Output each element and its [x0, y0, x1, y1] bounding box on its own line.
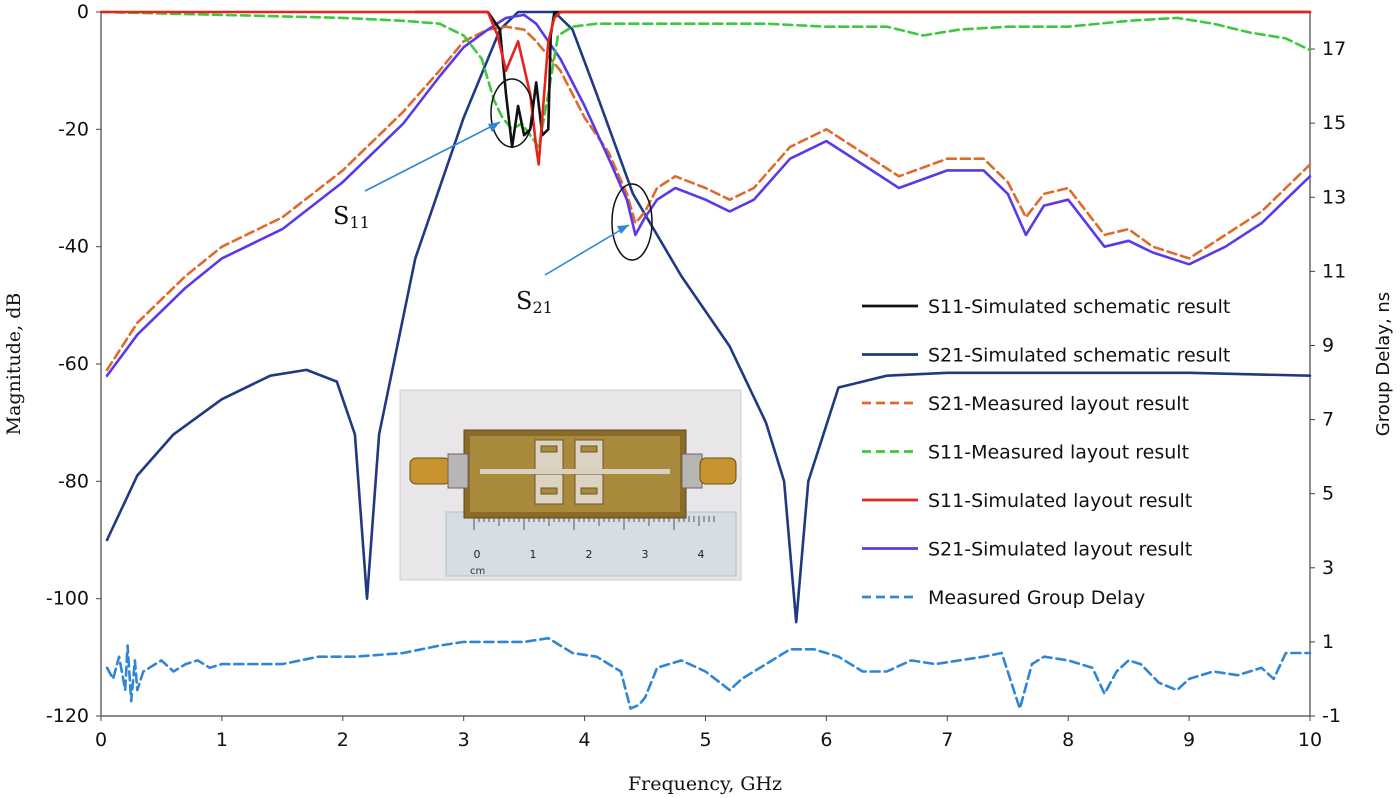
ruler-number: 3	[642, 548, 649, 561]
y2-tick-label: 1	[1322, 631, 1334, 653]
y-tick-label: -60	[58, 353, 89, 375]
x-tick-label: 9	[1183, 729, 1195, 751]
y2-axis-title: Group Delay, ns	[1373, 292, 1394, 436]
ruler-number: 1	[530, 548, 537, 561]
series-line-s11-measured-layout-result	[99, 10, 1312, 149]
y-tick-label: -20	[58, 118, 89, 140]
ruler-number: 2	[586, 548, 593, 561]
y2-tick-label: 9	[1322, 334, 1334, 356]
series-line-s21-measured-layout-result	[105, 25, 1312, 372]
filter-photo-inset: 0 1 2 3 4 cm	[399, 389, 742, 581]
y-tick-label: -80	[58, 470, 89, 492]
y2-tick-label: 13	[1322, 186, 1346, 208]
s21-pointer-arrow	[544, 224, 630, 276]
x-tick-label: 8	[1062, 729, 1074, 751]
x-tick-label: 6	[820, 729, 832, 751]
x-tick-label: 1	[216, 729, 228, 751]
x-tick-label: 3	[458, 729, 470, 751]
resonator-pattern	[534, 439, 604, 505]
series-line-s21-simulated-layout-result	[105, 13, 1312, 377]
ruler-number: 0	[474, 548, 481, 561]
s11-annotation-sub: 11	[349, 213, 369, 232]
s11-annotation: S11	[333, 202, 370, 232]
y-tick-labels: 0 -20 -40 -60 -80 -100 -120	[46, 1, 101, 727]
x-tick-label: 7	[941, 729, 953, 751]
y2-tick-label: 17	[1322, 38, 1346, 60]
s11-arrow-head	[488, 122, 500, 132]
y2-tick-label: 5	[1322, 483, 1334, 505]
s11-annotation-main: S	[333, 202, 349, 230]
series-line-measured-group-delay	[105, 636, 1312, 710]
s21-marker-ellipse	[611, 183, 653, 261]
ruler	[445, 511, 737, 577]
y2-tick-label: -1	[1322, 705, 1341, 727]
s11-marker-ellipse	[490, 78, 534, 148]
legend-label: S11-Simulated schematic result	[928, 296, 1230, 318]
x-axis-title: Frequency, GHz	[628, 773, 782, 795]
y2-tick-label: 7	[1322, 409, 1334, 431]
ruler-number: 4	[698, 548, 705, 561]
y2-tick-label: 15	[1322, 112, 1346, 134]
y-axis-title: Magnitude, dB	[3, 293, 25, 436]
y2-tick-label: 3	[1322, 557, 1334, 579]
sma-connector-left	[409, 453, 469, 489]
ruler-unit: cm	[470, 566, 485, 577]
sma-connector-right	[681, 453, 737, 489]
ruler-numbers: 0 1 2 3 4	[474, 548, 705, 561]
s21-annotation-sub: 21	[532, 298, 552, 317]
x-tick-label: 10	[1298, 729, 1322, 751]
series-layer	[99, 10, 1312, 710]
y-tick-label: -120	[46, 705, 89, 727]
x-tick-label: 2	[337, 729, 349, 751]
s21-annotation: S21	[516, 287, 553, 317]
y-tick-label: -40	[58, 236, 89, 258]
legend-label: S11-Simulated layout result	[928, 490, 1192, 512]
legend-label: S21-Simulated schematic result	[928, 345, 1230, 367]
s11-pointer-arrow	[364, 121, 501, 192]
y-tick-label: -100	[46, 588, 89, 610]
legend-label: S21-Measured layout result	[928, 393, 1189, 415]
x-tick-label: 4	[579, 729, 591, 751]
legend-label: S11-Measured layout result	[928, 442, 1189, 464]
s21-annotation-main: S	[516, 287, 532, 315]
legend: S11-Simulated schematic result S21-Simula…	[862, 296, 1230, 609]
legend-label: Measured Group Delay	[928, 587, 1145, 609]
series-line-s11-simulated-layout-result	[99, 10, 1312, 166]
y2-tick-labels: 17 15 13 11 9 7 5 3 1 -1	[1310, 38, 1346, 727]
legend-label: S21-Simulated layout result	[928, 539, 1192, 561]
y2-tick-label: 11	[1322, 260, 1346, 282]
x-tick-label: 5	[699, 729, 711, 751]
x-tick-label: 0	[95, 729, 107, 751]
x-tick-labels: 0 1 2 3 4 5 6 7 8 9 10	[95, 716, 1322, 751]
y-tick-label: 0	[77, 1, 89, 23]
s21-arrow-head	[617, 225, 629, 234]
